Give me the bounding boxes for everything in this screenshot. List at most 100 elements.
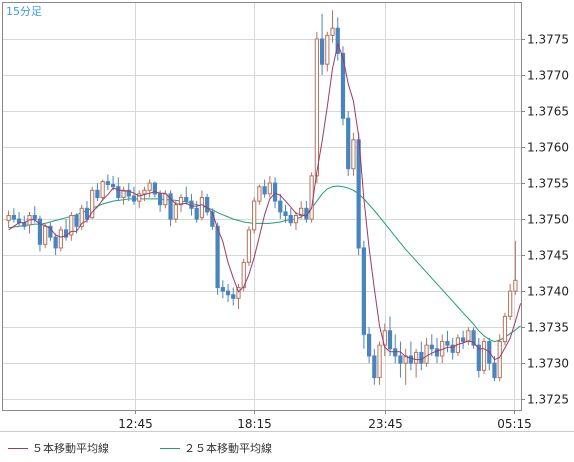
- ma5-layer: [8, 42, 522, 361]
- candle-body-up: [69, 215, 74, 236]
- y-tick-label: 1.3735: [527, 321, 569, 335]
- candle: [236, 283, 241, 310]
- candle: [419, 341, 424, 371]
- candle-body-down: [95, 189, 100, 198]
- x-tick-label: 05:15: [497, 417, 532, 431]
- candle: [283, 204, 288, 223]
- candle-body-up: [293, 215, 299, 224]
- candle-body-down: [189, 200, 194, 209]
- candle-body-up: [257, 186, 262, 202]
- candle: [288, 208, 293, 227]
- candle-body-down: [262, 186, 267, 195]
- candle: [137, 190, 142, 209]
- candle: [199, 190, 205, 221]
- legend: ５本移動平均線 ２５本移動平均線: [8, 441, 272, 455]
- candle-body-up: [377, 344, 382, 379]
- candle-body-down: [11, 215, 16, 220]
- candle: [69, 211, 74, 241]
- candle: [246, 226, 252, 266]
- candle-body-up: [267, 182, 272, 195]
- candle: [293, 211, 299, 230]
- candle: [481, 337, 487, 374]
- candle-body-down: [131, 195, 137, 202]
- candle: [314, 31, 319, 184]
- candle: [205, 193, 210, 216]
- y-tick-label: 1.3765: [527, 105, 569, 119]
- candle-body-down: [471, 330, 476, 346]
- candle: [184, 186, 189, 205]
- candle: [215, 222, 220, 295]
- candle-body-down: [476, 344, 481, 371]
- candle-body-up: [252, 200, 257, 231]
- candle: [173, 201, 178, 223]
- candle-body-up: [142, 189, 147, 195]
- candle: [471, 327, 476, 349]
- candle-body-up: [513, 279, 518, 292]
- candle-body-down: [335, 27, 340, 54]
- y-axis-ticks: 1.3775 1.3770 1.3765 1.3760 1.3755 1.3750 1.37…: [521, 33, 569, 407]
- candle: [466, 327, 471, 346]
- candle-body-up: [163, 193, 168, 206]
- candle-body-down: [366, 333, 372, 357]
- candle: [403, 348, 408, 385]
- candle-body-down: [434, 348, 440, 357]
- candle: [178, 193, 184, 212]
- candle-body-up: [330, 27, 335, 36]
- candle-body-down: [53, 236, 58, 249]
- candle: [361, 240, 366, 349]
- candle-body-down: [168, 193, 173, 220]
- candle-body-up: [314, 38, 319, 177]
- candle: [121, 186, 126, 205]
- candle-body-down: [492, 362, 497, 379]
- x-tick-label: 23:45: [368, 417, 403, 431]
- candle-body-down: [194, 207, 199, 220]
- candle: [408, 341, 414, 371]
- candle: [168, 190, 173, 227]
- candle-body-down: [340, 52, 346, 119]
- candle-body-down: [74, 215, 79, 227]
- legend-label: ５本移動平均線: [32, 441, 109, 455]
- candle: [445, 330, 450, 353]
- candle-body-up: [121, 189, 126, 198]
- candle-body-down: [419, 351, 424, 364]
- candle-body-down: [356, 139, 361, 249]
- candle-body-down: [398, 355, 403, 364]
- candle-body-down: [110, 184, 116, 188]
- candle: [330, 10, 335, 43]
- candle: [58, 226, 63, 252]
- candle: [262, 179, 267, 198]
- candle: [95, 183, 100, 202]
- candle: [147, 179, 152, 198]
- candle: [90, 186, 95, 220]
- candle: [131, 186, 137, 205]
- candle: [393, 334, 398, 364]
- candle-body-down: [408, 355, 414, 364]
- candle-body-up: [90, 189, 95, 219]
- candle-body-up: [403, 355, 408, 364]
- candle: [48, 222, 53, 241]
- y-tick-label: 1.3760: [527, 141, 569, 155]
- candle-body-up: [199, 196, 205, 219]
- candle: [53, 233, 58, 256]
- candle: [194, 201, 199, 223]
- candle: [74, 213, 79, 234]
- candle: [346, 111, 351, 176]
- candle-body-down: [288, 215, 293, 224]
- y-tick-label: 1.3755: [527, 177, 569, 191]
- candle-body-up: [481, 341, 487, 371]
- candle: [424, 337, 429, 367]
- candle-body-down: [215, 225, 220, 289]
- candle: [152, 181, 158, 198]
- candle-body-up: [299, 207, 304, 217]
- candle: [220, 280, 225, 299]
- candle-body-down: [116, 186, 121, 198]
- candle-body-down: [283, 211, 288, 217]
- candle-body-up: [246, 229, 252, 263]
- candle: [158, 190, 163, 212]
- candle-body-down: [225, 290, 231, 296]
- candle-body-down: [22, 222, 27, 227]
- y-tick-label: 1.3770: [527, 69, 569, 83]
- candle-body-down: [184, 196, 189, 202]
- candle-body-up: [6, 215, 11, 222]
- candle-body-up: [236, 287, 241, 299]
